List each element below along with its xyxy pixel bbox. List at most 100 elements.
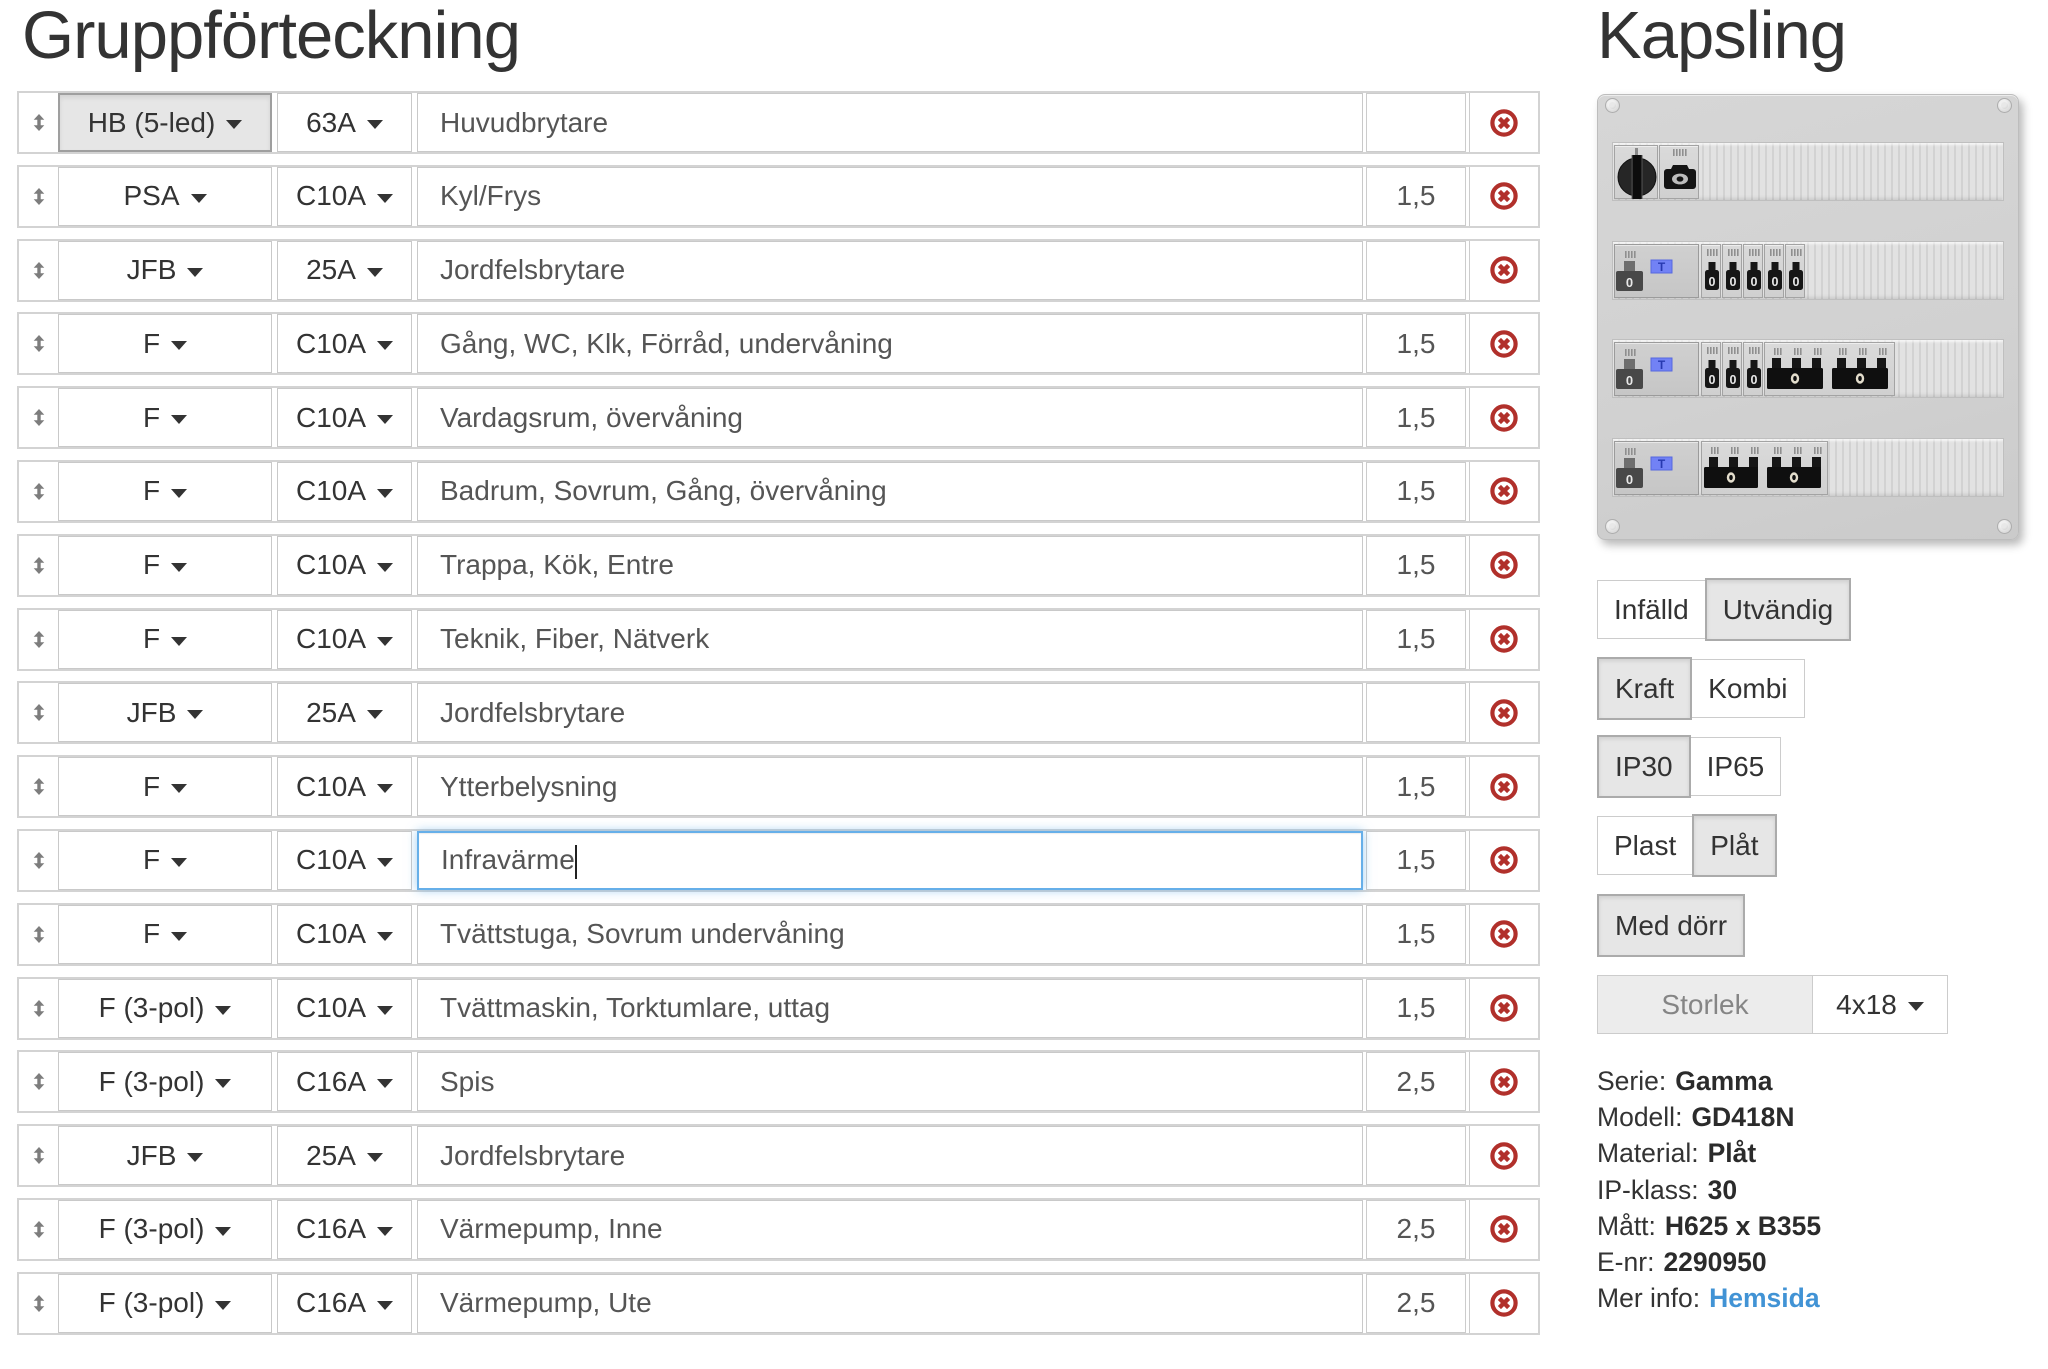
toggle-med-dorr[interactable]: Med dörr [1597,894,1746,957]
description-input[interactable] [417,314,1363,374]
delete-row-button[interactable] [1469,683,1538,743]
drag-handle[interactable] [19,241,58,300]
breaker-rating-select[interactable]: C10A [277,535,412,595]
description-input[interactable] [417,1273,1363,1333]
breaker-type-select[interactable]: F (3-pol) [58,1273,272,1333]
delete-row-button[interactable] [1469,1199,1538,1259]
breaker-type-select[interactable]: F (3-pol) [58,1199,272,1259]
drag-handle[interactable] [19,314,58,373]
description-field-wrap [417,1126,1363,1186]
description-input[interactable] [417,830,1363,890]
breaker-type-select[interactable]: F (3-pol) [58,978,272,1038]
breaker-type-select[interactable]: JFB [58,240,272,300]
drag-handle[interactable] [19,536,58,595]
breaker-rating-select[interactable]: C10A [277,166,412,226]
breaker-type-select[interactable]: F [58,535,272,595]
toggle-kraft[interactable]: Kraft [1597,657,1693,720]
breaker-rating-select[interactable]: C10A [277,609,412,669]
delete-row-button[interactable] [1469,609,1538,669]
breaker-type-select[interactable]: JFB [58,683,272,743]
breaker-type-select[interactable]: F [58,904,272,964]
breaker-rating-select[interactable]: C10A [277,904,412,964]
breaker-rating-select[interactable]: 25A [277,683,412,743]
drag-handle[interactable] [19,1274,58,1333]
drag-handle[interactable] [19,1052,58,1111]
breaker-rating-select[interactable]: C10A [277,461,412,521]
drag-handle[interactable] [19,167,58,226]
delete-circle-x-icon [1490,477,1518,506]
breaker-type-select[interactable]: F [58,461,272,521]
breaker-type-select[interactable]: HB (5-led) [58,93,272,152]
delete-row-button[interactable] [1469,93,1538,152]
toggle-utvandig[interactable]: Utvändig [1704,578,1852,641]
breaker-type-select[interactable]: JFB [58,1126,272,1186]
delete-row-button[interactable] [1469,1126,1538,1186]
delete-row-button[interactable] [1469,535,1538,595]
delete-row-button[interactable] [1469,1273,1538,1333]
breaker-type-select[interactable]: F [58,830,272,890]
delete-row-button[interactable] [1469,757,1538,817]
drag-handle[interactable] [19,1126,58,1185]
toggle-infalld[interactable]: Infälld [1597,580,1706,639]
breaker-type-select[interactable]: F (3-pol) [58,1052,272,1112]
drag-handle[interactable] [19,757,58,816]
chevron-down-icon [187,1153,204,1163]
delete-row-button[interactable] [1469,240,1538,300]
description-input[interactable] [417,1126,1363,1186]
drag-handle[interactable] [19,905,58,964]
description-input[interactable] [417,240,1363,300]
breaker-rating-select[interactable]: C10A [277,757,412,817]
description-input[interactable] [417,93,1363,152]
delete-row-button[interactable] [1469,388,1538,448]
description-input[interactable] [417,609,1363,669]
drag-handle[interactable] [19,683,58,742]
description-input[interactable] [417,904,1363,964]
toggle-ip30[interactable]: IP30 [1597,735,1691,798]
delete-row-button[interactable] [1469,314,1538,374]
breaker-rating-select[interactable]: C10A [277,314,412,374]
breaker-rating-select[interactable]: C16A [277,1052,412,1112]
drag-handle[interactable] [19,462,58,521]
delete-row-button[interactable] [1469,978,1538,1038]
breaker-type-select[interactable]: PSA [58,166,272,226]
breaker-type-select[interactable]: F [58,388,272,448]
description-input[interactable] [417,166,1363,226]
breaker-rating-select[interactable]: C16A [277,1199,412,1259]
breaker-type-select[interactable]: F [58,757,272,817]
drag-handle[interactable] [19,979,58,1038]
toggle-ip65[interactable]: IP65 [1689,737,1782,796]
breaker-type-select[interactable]: F [58,314,272,374]
description-input[interactable] [417,757,1363,817]
description-input[interactable] [417,978,1363,1038]
description-input[interactable] [417,461,1363,521]
delete-row-button[interactable] [1469,1052,1538,1112]
description-input[interactable] [417,683,1363,743]
wire-area-cell: 1,5 [1366,461,1466,521]
description-input[interactable] [417,388,1363,448]
toggle-plat[interactable]: Plåt [1692,814,1777,877]
size-dropdown[interactable]: 4x18 [1812,976,1947,1033]
breaker-rating-select[interactable]: 25A [277,240,412,300]
delete-row-button[interactable] [1469,461,1538,521]
drag-handle[interactable] [19,388,58,447]
breaker-rating-select[interactable]: C10A [277,388,412,448]
breaker-rating-select[interactable]: 63A [277,93,412,152]
toggle-kombi[interactable]: Kombi [1691,659,1805,718]
drag-handle[interactable] [19,610,58,669]
breaker-rating-select[interactable]: C10A [277,830,412,890]
drag-handle[interactable] [19,831,58,890]
description-input[interactable] [417,1199,1363,1259]
hemsida-link[interactable]: Hemsida [1709,1283,1820,1314]
drag-handle[interactable] [19,1200,58,1259]
breaker-rating-select[interactable]: 25A [277,1126,412,1186]
delete-row-button[interactable] [1469,904,1538,964]
delete-row-button[interactable] [1469,830,1538,890]
description-input[interactable] [417,1052,1363,1112]
drag-handle[interactable] [19,93,58,152]
description-input[interactable] [417,535,1363,595]
breaker-type-select[interactable]: F [58,609,272,669]
delete-row-button[interactable] [1469,166,1538,226]
breaker-rating-select[interactable]: C16A [277,1273,412,1333]
toggle-plast[interactable]: Plast [1597,816,1694,875]
breaker-rating-select[interactable]: C10A [277,978,412,1038]
